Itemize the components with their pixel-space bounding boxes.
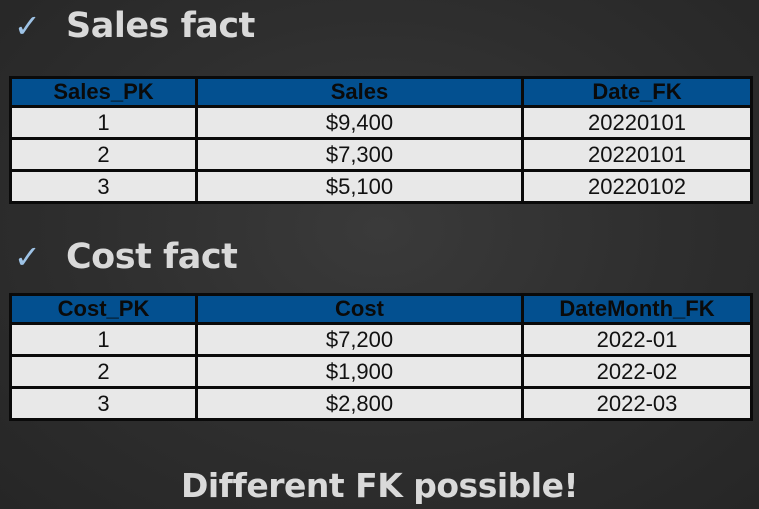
column-header-sales: Sales (195, 76, 524, 108)
table-cell: 20220102 (521, 169, 753, 204)
check-icon: ✓ (14, 238, 41, 276)
table-row: 3 $2,800 2022-03 (9, 386, 753, 421)
table-cell: 3 (9, 169, 198, 204)
table-cell: 1 (9, 105, 198, 140)
table-cell: 2022-03 (521, 386, 753, 421)
sales-fact-table: Sales_PK Sales Date_FK 1 $9,400 20220101… (9, 76, 753, 204)
column-header-cost-pk: Cost_PK (9, 293, 198, 325)
sales-fact-heading: ✓ Sales fact (14, 6, 255, 46)
cost-fact-heading: ✓ Cost fact (14, 237, 238, 277)
table-cell: 2 (9, 137, 198, 172)
table-cell: $2,800 (195, 386, 524, 421)
table-cell: 3 (9, 386, 198, 421)
table-header-row: Cost_PK Cost DateMonth_FK (9, 293, 753, 325)
table-cell: $5,100 (195, 169, 524, 204)
table-cell: $1,900 (195, 354, 524, 389)
check-icon: ✓ (14, 7, 41, 45)
column-header-cost: Cost (195, 293, 524, 325)
table-row: 2 $7,300 20220101 (9, 137, 753, 172)
table-row: 3 $5,100 20220102 (9, 169, 753, 204)
table-cell: 2022-02 (521, 354, 753, 389)
sales-fact-title: Sales fact (66, 6, 255, 46)
table-cell: $7,300 (195, 137, 524, 172)
table-cell: $7,200 (195, 322, 524, 357)
table-cell: 2022-01 (521, 322, 753, 357)
column-header-sales-pk: Sales_PK (9, 76, 198, 108)
column-header-date-fk: Date_FK (521, 76, 753, 108)
table-header-row: Sales_PK Sales Date_FK (9, 76, 753, 108)
table-row: 1 $7,200 2022-01 (9, 322, 753, 357)
table-cell: 20220101 (521, 105, 753, 140)
cost-fact-table: Cost_PK Cost DateMonth_FK 1 $7,200 2022-… (9, 293, 753, 421)
cost-fact-title: Cost fact (66, 237, 238, 277)
table-row: 2 $1,900 2022-02 (9, 354, 753, 389)
table-cell: 20220101 (521, 137, 753, 172)
column-header-datemonth-fk: DateMonth_FK (521, 293, 753, 325)
footer-caption: Different FK possible! (180, 466, 579, 505)
table-cell: $9,400 (195, 105, 524, 140)
table-cell: 2 (9, 354, 198, 389)
table-cell: 1 (9, 322, 198, 357)
table-row: 1 $9,400 20220101 (9, 105, 753, 140)
